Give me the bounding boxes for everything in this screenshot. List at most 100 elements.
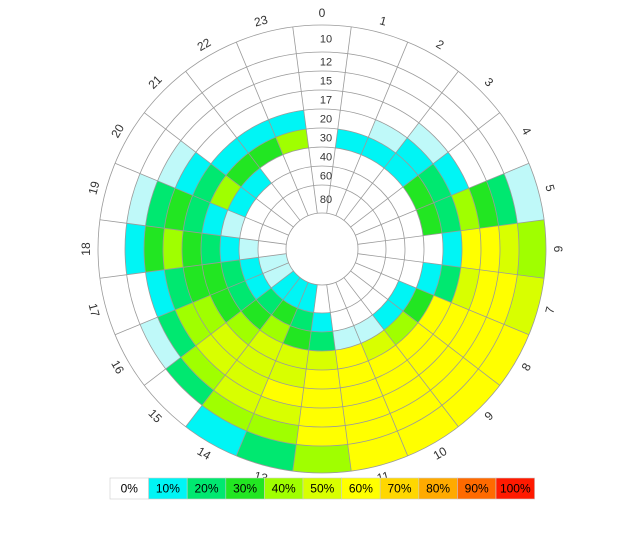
- cell-h9-r8: [343, 270, 373, 300]
- grid-ring-8: [257, 184, 387, 314]
- cell-h1-r7: [330, 166, 354, 190]
- cell-h14-r5: [248, 329, 283, 361]
- cell-h2-r2: [382, 84, 431, 123]
- cell-h7-r5: [416, 262, 442, 296]
- cell-h18-r4: [182, 230, 203, 268]
- cell-h3-r0: [441, 71, 500, 130]
- cell-h10-r0: [397, 405, 459, 456]
- cell-h0-r2: [298, 71, 346, 92]
- cell-h4-r6: [387, 186, 417, 218]
- ring-label-30: 30: [320, 133, 332, 145]
- cell-h9-r5: [384, 311, 418, 345]
- legend-label-3: 30%: [233, 482, 257, 496]
- cell-h11-r0: [347, 431, 408, 472]
- hour-label-7: 7: [542, 305, 557, 315]
- cell-h1-r6: [332, 147, 362, 173]
- cell-h21-r8: [271, 198, 301, 228]
- cell-h9-r6: [372, 299, 403, 330]
- legend-label-10: 100%: [500, 482, 531, 496]
- cell-h12-r6: [308, 331, 336, 352]
- cell-h6-r8: [357, 240, 387, 258]
- cell-h23-r6: [282, 147, 312, 173]
- cell-h6-r3: [460, 228, 482, 270]
- hour-label-4: 4: [519, 125, 535, 138]
- cell-h8-r0: [478, 324, 529, 386]
- cell-h21-r4: [210, 137, 249, 176]
- cell-h5-r7: [381, 217, 405, 241]
- cell-h4-r3: [433, 152, 469, 196]
- hour-label-0: 0: [319, 6, 326, 20]
- cell-h1-r1: [345, 53, 398, 85]
- grid-spoke-19: [99, 219, 287, 245]
- cell-h13-r1: [246, 413, 299, 445]
- grid-spoke-20: [114, 162, 289, 236]
- cell-h3-r8: [343, 198, 373, 228]
- ring-label-17: 17: [320, 95, 332, 107]
- cell-h13-r6: [282, 325, 312, 351]
- ring-label-12: 12: [320, 57, 332, 69]
- cell-h10-r3: [375, 360, 419, 396]
- cell-h18-r0: [98, 219, 127, 279]
- cell-h6-r1: [498, 223, 519, 275]
- grid-spoke-9: [350, 270, 500, 386]
- cell-h18-r7: [239, 238, 259, 260]
- grid-spoke-7: [357, 253, 545, 279]
- cell-h14-r8: [283, 277, 309, 309]
- cell-h11-r5: [335, 343, 369, 369]
- cell-h20-r4: [192, 163, 227, 203]
- cell-h20-r3: [175, 152, 211, 196]
- cell-h22-r6: [259, 154, 291, 184]
- cell-h16-r5: [210, 288, 242, 323]
- cell-h3-r5: [384, 153, 418, 187]
- cell-h17-r2: [145, 269, 176, 318]
- polar-grid: [97, 24, 547, 474]
- cell-h15-r5: [226, 311, 260, 345]
- cell-h21-r3: [195, 122, 237, 164]
- grid-ring-2: [143, 70, 501, 428]
- cell-h4-r5: [402, 175, 434, 210]
- cell-h12-r7: [311, 312, 333, 332]
- cell-h3-r6: [372, 168, 403, 199]
- grid-spoke-12: [326, 284, 352, 472]
- cell-h12-r4: [303, 368, 341, 389]
- cell-h8-r4: [417, 295, 452, 335]
- cell-h20-r2: [157, 140, 196, 189]
- hour-label-19: 19: [86, 179, 103, 196]
- legend-label-5: 50%: [310, 482, 334, 496]
- cell-h1-r2: [342, 72, 391, 103]
- hour-label-6: 6: [551, 246, 565, 253]
- cell-h20-r5: [210, 175, 242, 210]
- cell-h7-r2: [468, 269, 499, 318]
- cell-h13-r0: [236, 431, 297, 472]
- hour-label-15: 15: [145, 406, 165, 426]
- ring-label-80: 80: [320, 194, 332, 206]
- cell-h11-r8: [326, 282, 347, 313]
- grid-ring-5: [200, 127, 444, 371]
- ring-labels: 10 12 15 17 20 30 40 60 80: [320, 34, 332, 207]
- hour-label-23: 23: [253, 12, 270, 29]
- legend-swatch-10: [495, 477, 535, 500]
- cell-h3-r3: [407, 122, 449, 164]
- cell-h22-r5: [248, 137, 283, 169]
- cell-h5-r1: [486, 173, 518, 226]
- grid-spoke-2: [335, 41, 409, 216]
- legend-label-2: 20%: [194, 482, 218, 496]
- cell-h14-r6: [259, 314, 291, 344]
- cell-h9-r0: [441, 368, 500, 427]
- hour-label-5: 5: [542, 183, 557, 193]
- cell-h20-r1: [139, 129, 181, 181]
- cell-h15-r0: [144, 368, 203, 427]
- cell-h23-r5: [275, 129, 309, 155]
- hour-label-18: 18: [79, 242, 93, 256]
- cell-h17-r1: [126, 272, 158, 325]
- cell-h22-r3: [225, 102, 269, 138]
- cell-h6-r7: [385, 238, 405, 260]
- cell-h0-r6: [308, 146, 336, 167]
- cell-h21-r6: [241, 168, 272, 199]
- cell-h15-r3: [195, 334, 237, 376]
- cell-h6-r4: [441, 230, 462, 268]
- cell-h12-r2: [298, 406, 346, 427]
- cell-h23-r2: [253, 72, 302, 103]
- cell-h2-r6: [353, 154, 385, 184]
- cell-h19-r5: [202, 202, 228, 236]
